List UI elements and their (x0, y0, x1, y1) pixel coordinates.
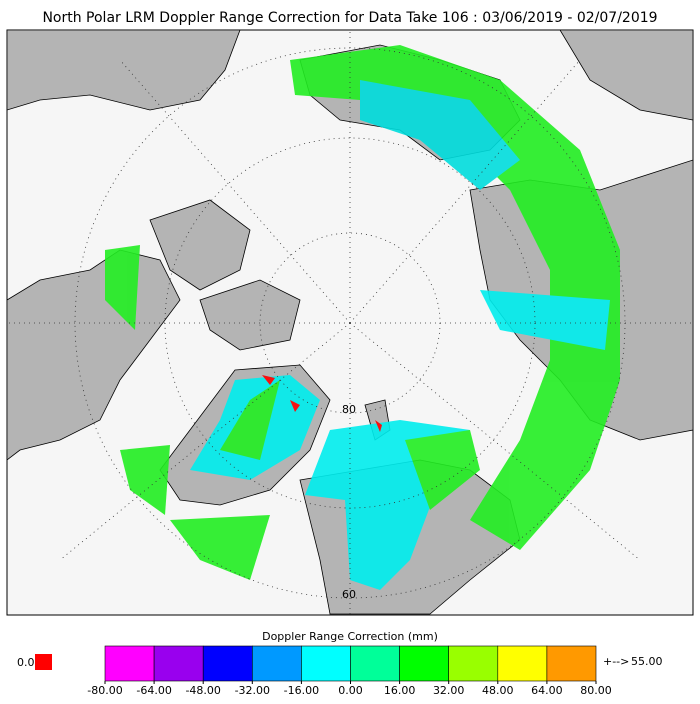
colorbar-title: Doppler Range Correction (mm) (262, 630, 438, 643)
colorbar-cell (153, 645, 204, 682)
swaths (105, 45, 620, 590)
tick-label: 64.00 (531, 684, 563, 697)
tick-label: -64.00 (136, 684, 171, 697)
colorbar-cell (104, 645, 155, 682)
lat-label: 80 (342, 403, 356, 416)
colorbar-cell (448, 645, 499, 682)
above-label: 55.00 (631, 655, 663, 668)
colorbar-cell (252, 645, 302, 682)
tick-label: -32.00 (235, 684, 270, 697)
lat-label: 60 (342, 588, 356, 601)
tick-label: 0.00 (338, 684, 363, 697)
tick-label: -16.00 (284, 684, 319, 697)
colorbar: -80.00 -64.00 -48.00 -32.00 -16.00 0.00 16.00 3… (17, 645, 663, 697)
tick-label: 48.00 (482, 684, 514, 697)
tick-label: 80.00 (580, 684, 612, 697)
colorbar-cell (399, 645, 450, 682)
tick-label: 16.00 (384, 684, 416, 697)
title: North Polar LRM Doppler Range Correction… (42, 10, 657, 26)
tick-label: 32.00 (433, 684, 465, 697)
colorbar-cell (350, 645, 400, 682)
tick-label: -48.00 (185, 684, 220, 697)
colorbar-cell (497, 645, 548, 682)
below-swatch (35, 654, 52, 670)
map: 80 60 (6, 29, 694, 616)
below-label: 0.0 (17, 656, 35, 669)
colorbar-cell (202, 645, 253, 682)
above-arrow: +--> (603, 655, 629, 668)
tick-label: -80.00 (87, 684, 122, 697)
graticule (7, 30, 693, 614)
colorbar-cell (546, 645, 597, 682)
colorbar-cell (301, 645, 351, 682)
